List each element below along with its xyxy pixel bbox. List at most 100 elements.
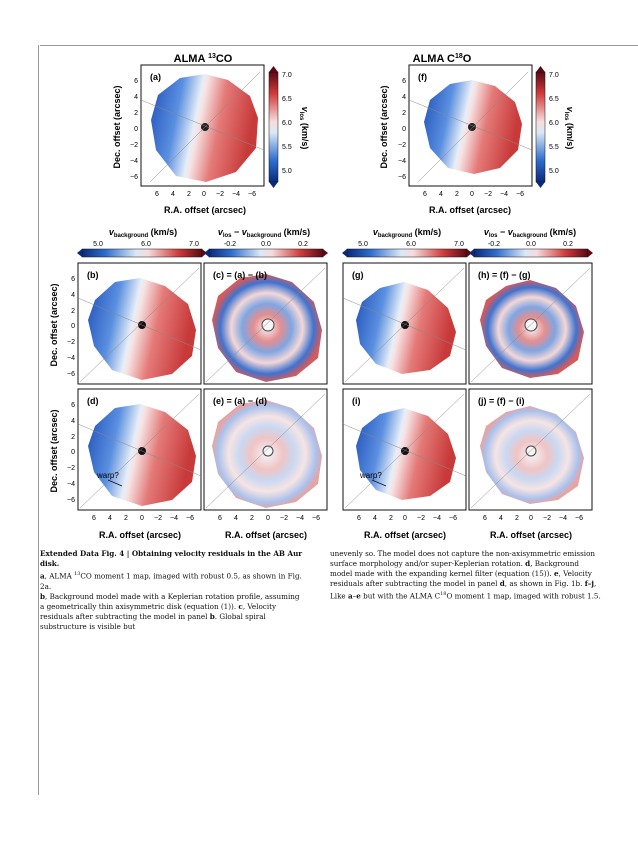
dec-axis-label: Dec. offset (arcsec)	[49, 409, 59, 492]
svg-text:−6: −6	[67, 371, 75, 378]
svg-text:6: 6	[423, 191, 427, 198]
dec-axis-label: Dec. offset (arcsec)	[379, 85, 389, 168]
cbar-tick: 6.0	[549, 120, 559, 127]
svg-text:4: 4	[402, 94, 406, 101]
svg-text:0: 0	[529, 515, 533, 522]
top-rule	[40, 45, 638, 46]
svg-text:−4: −4	[130, 158, 138, 165]
panel-b: (b)	[77, 262, 202, 385]
top-x-ticks: 6 4 2 0 −2 −4 −6 6 4 2 0 −2 −4 −6	[155, 191, 524, 198]
title-c18o: ALMA C18O	[413, 53, 472, 65]
svg-text:−6: −6	[186, 515, 194, 522]
svg-text:−6: −6	[516, 191, 524, 198]
svg-text:-0.2: -0.2	[488, 241, 500, 248]
svg-text:2: 2	[389, 515, 393, 522]
svg-text:-0.2: -0.2	[224, 241, 236, 248]
svg-text:−4: −4	[398, 158, 406, 165]
panel-label: (h) = (f) − (g)	[478, 270, 531, 280]
cbar-tick: 5.0	[282, 168, 292, 175]
caption-right-column: unevenly so. The model does not capture …	[330, 549, 601, 601]
svg-text:0: 0	[403, 515, 407, 522]
cbar-tick: 5.5	[549, 144, 559, 151]
svg-text:6: 6	[92, 515, 96, 522]
panel-j: (j) = (f) − (i)	[468, 388, 593, 511]
svg-text:4: 4	[234, 515, 238, 522]
panel-g: (g)	[342, 262, 467, 385]
cbar-tick: 5.5	[282, 144, 292, 151]
cbar-tick: 6.5	[282, 96, 292, 103]
panel-label: (a)	[150, 72, 161, 82]
svg-text:0: 0	[470, 191, 474, 198]
panel-label: (d)	[87, 396, 99, 406]
top-y-ticks: 6 4 2 0 −2 −4 −6 6 4 2 0 −2 −4 −6	[130, 78, 406, 181]
svg-text:0: 0	[266, 515, 270, 522]
svg-text:−2: −2	[398, 142, 406, 149]
svg-text:7.0: 7.0	[454, 241, 464, 248]
warp-annotation: warp?	[96, 471, 119, 480]
svg-text:0: 0	[71, 449, 75, 456]
svg-text:−6: −6	[449, 515, 457, 522]
cbar-tick: 7.0	[282, 72, 292, 79]
svg-text:−4: −4	[67, 481, 75, 488]
svg-text:0: 0	[202, 191, 206, 198]
svg-text:4: 4	[171, 191, 175, 198]
svg-text:−4: −4	[500, 191, 508, 198]
svg-text:6: 6	[134, 78, 138, 85]
svg-text:6.0: 6.0	[406, 241, 416, 248]
svg-text:2: 2	[455, 191, 459, 198]
svg-text:−2: −2	[67, 339, 75, 346]
svg-text:R.A. offset (arcsec): R.A. offset (arcsec)	[490, 530, 572, 540]
svg-text:2: 2	[250, 515, 254, 522]
vlos-axis-label: vlos (km/s)	[298, 107, 310, 150]
panel-label: (i)	[352, 396, 361, 406]
svg-text:R.A. offset (arcsec): R.A. offset (arcsec)	[99, 530, 181, 540]
svg-text:−6: −6	[312, 515, 320, 522]
warp-annotation: warp?	[359, 471, 382, 480]
svg-text:2: 2	[402, 110, 406, 117]
svg-text:0: 0	[71, 323, 75, 330]
panel-c: (c) = (a) − (b)	[203, 262, 328, 385]
panel-e: (e) = (a) − (d)	[203, 388, 328, 511]
panel-d: (d) warp?	[77, 388, 202, 511]
cbar-tick: 6.5	[549, 96, 559, 103]
cbar-tick: 5.0	[549, 168, 559, 175]
svg-text:−2: −2	[154, 515, 162, 522]
svg-text:4: 4	[134, 94, 138, 101]
svg-text:5.0: 5.0	[358, 241, 368, 248]
svg-text:0.2: 0.2	[298, 241, 308, 248]
svg-text:0: 0	[140, 515, 144, 522]
svg-text:7.0: 7.0	[189, 241, 199, 248]
svg-text:−6: −6	[575, 515, 583, 522]
grid-y-ticks: 6 4 2 0 −2 −4 −6 6 4 2 0 −2 −4 −6	[67, 276, 75, 504]
panel-h: (h) = (f) − (g)	[468, 262, 593, 385]
svg-text:4: 4	[499, 515, 503, 522]
svg-text:4: 4	[373, 515, 377, 522]
svg-text:4: 4	[108, 515, 112, 522]
panel-i: (i) warp?	[342, 388, 467, 511]
cbar-tick: 7.0	[549, 72, 559, 79]
svg-text:−2: −2	[130, 142, 138, 149]
svg-text:2: 2	[71, 434, 75, 441]
svg-text:4: 4	[439, 191, 443, 198]
svg-text:−4: −4	[559, 515, 567, 522]
svg-text:−6: −6	[398, 174, 406, 181]
vbg-title: vbackground (km/s)	[373, 227, 441, 239]
svg-text:−4: −4	[232, 191, 240, 198]
svg-text:−2: −2	[280, 515, 288, 522]
svg-text:6: 6	[155, 191, 159, 198]
svg-text:2: 2	[71, 308, 75, 315]
colorbar-vlos-13co: 7.0 6.5 6.0 5.5 5.0 vlos (km/s)	[268, 66, 310, 188]
left-margin-rule	[38, 45, 39, 795]
resid-title: vlos − vbackground (km/s)	[218, 227, 310, 239]
svg-text:6: 6	[218, 515, 222, 522]
svg-text:−6: −6	[248, 191, 256, 198]
grid-ra-labels: R.A. offset (arcsec) R.A. offset (arcsec…	[99, 530, 572, 540]
svg-text:6: 6	[71, 276, 75, 283]
dec-axis-label: Dec. offset (arcsec)	[49, 283, 59, 366]
svg-text:−6: −6	[67, 497, 75, 504]
panel-label: (c) = (a) − (b)	[213, 270, 267, 280]
svg-text:6: 6	[483, 515, 487, 522]
svg-text:0: 0	[402, 126, 406, 133]
svg-text:6: 6	[402, 78, 406, 85]
panel-label: (j) = (f) − (i)	[478, 396, 525, 406]
